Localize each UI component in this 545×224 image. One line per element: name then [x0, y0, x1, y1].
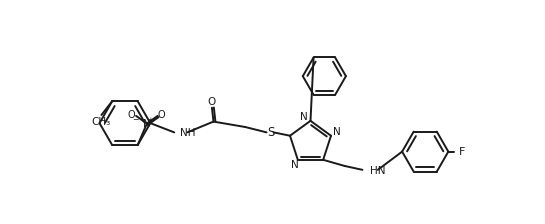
Text: O: O: [128, 110, 135, 120]
Text: N: N: [300, 112, 308, 122]
Text: O: O: [158, 110, 165, 120]
Text: HN: HN: [370, 166, 386, 176]
Text: O: O: [208, 97, 216, 107]
Text: N: N: [291, 160, 299, 170]
Text: N: N: [334, 127, 341, 137]
Text: F: F: [459, 147, 465, 157]
Text: N: N: [143, 118, 150, 129]
Text: CH₃: CH₃: [92, 117, 111, 127]
Text: NH: NH: [180, 128, 195, 138]
Text: −: −: [132, 115, 138, 124]
Text: +: +: [147, 117, 153, 123]
Text: S: S: [267, 126, 274, 139]
